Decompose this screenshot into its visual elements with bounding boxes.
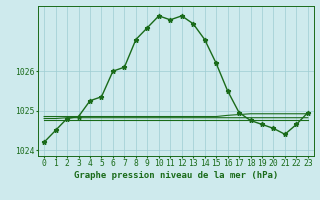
X-axis label: Graphe pression niveau de la mer (hPa): Graphe pression niveau de la mer (hPa)	[74, 171, 278, 180]
